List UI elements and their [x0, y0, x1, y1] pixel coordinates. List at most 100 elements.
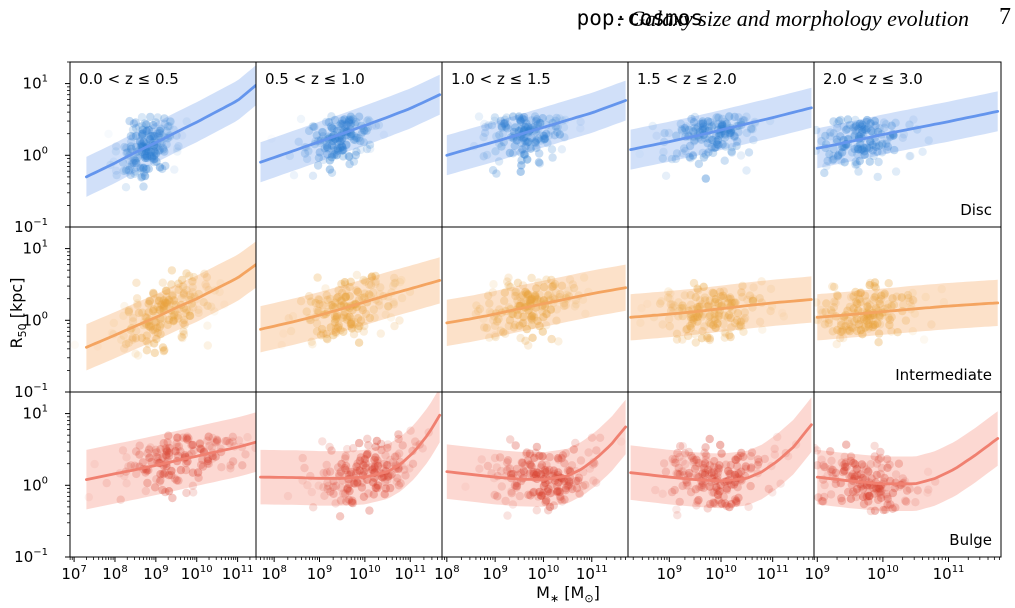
data-point [557, 281, 567, 290]
data-point [151, 118, 160, 127]
data-point [856, 146, 865, 155]
data-point [851, 287, 860, 297]
data-point [294, 137, 303, 146]
data-point [736, 322, 746, 331]
data-point [342, 120, 351, 129]
data-point [868, 140, 877, 150]
data-point [902, 486, 912, 495]
data-point [862, 465, 871, 474]
data-point [538, 489, 548, 498]
data-point [210, 438, 220, 447]
data-point [836, 321, 846, 330]
data-point [132, 326, 141, 335]
data-point [331, 481, 341, 491]
data-point [337, 459, 346, 469]
data-point [365, 506, 374, 515]
data-point [838, 326, 847, 335]
data-point [153, 453, 163, 462]
data-point [900, 496, 910, 505]
panel-disc-0 [85, 65, 256, 197]
data-point [713, 314, 722, 323]
data-point [820, 480, 829, 490]
data-point [567, 482, 576, 491]
data-point [529, 487, 539, 497]
data-point [144, 299, 153, 308]
data-point [185, 307, 194, 316]
data-point [741, 462, 750, 471]
data-point [693, 317, 702, 326]
data-point [833, 152, 842, 161]
data-point [131, 131, 141, 141]
data-point [698, 117, 707, 126]
data-point [522, 449, 531, 459]
data-point [727, 148, 737, 157]
data-point [370, 463, 379, 472]
data-point [560, 495, 569, 504]
data-point [730, 298, 739, 307]
data-point [349, 444, 358, 453]
data-point [535, 290, 544, 299]
data-point [686, 312, 695, 322]
data-point [153, 302, 162, 312]
data-point [383, 443, 392, 452]
data-point [665, 322, 674, 331]
data-point [104, 129, 113, 139]
data-point [726, 469, 735, 478]
data-point [755, 294, 764, 303]
data-point [164, 471, 174, 480]
series-line-bulge-3 [629, 423, 813, 483]
data-point [182, 459, 191, 468]
data-point [366, 280, 376, 290]
data-point [212, 438, 221, 447]
data-point [545, 465, 554, 475]
data-point [859, 462, 869, 471]
data-point [887, 312, 896, 322]
data-point [129, 119, 139, 128]
data-point [882, 136, 892, 145]
data-point [542, 467, 552, 476]
data-point [534, 134, 543, 143]
data-point [149, 288, 158, 298]
data-point [111, 147, 121, 156]
data-point [327, 122, 336, 131]
data-point [342, 470, 352, 479]
data-point [850, 123, 860, 132]
data-point [314, 153, 324, 162]
data-point [331, 324, 341, 333]
data-point [820, 320, 830, 329]
data-point [770, 444, 779, 453]
data-point [535, 487, 544, 497]
data-point [550, 131, 559, 140]
data-point [845, 302, 855, 312]
data-point [736, 320, 745, 330]
data-point [668, 303, 677, 312]
data-point [160, 300, 169, 310]
data-point [160, 345, 169, 355]
data-point [149, 157, 159, 167]
data-point [699, 122, 708, 131]
data-point [355, 321, 364, 331]
data-point [367, 272, 377, 281]
data-point [164, 487, 174, 496]
data-point [501, 329, 510, 338]
data-point [672, 335, 682, 344]
data-point [655, 299, 665, 308]
data-point [121, 167, 131, 176]
data-point [875, 124, 884, 133]
data-point [162, 298, 171, 307]
data-point [352, 286, 361, 295]
data-point [522, 289, 531, 298]
data-point [817, 136, 826, 146]
data-point [857, 482, 866, 491]
data-point [127, 162, 137, 172]
data-point [521, 137, 530, 146]
data-point [200, 269, 209, 278]
data-point [720, 156, 729, 165]
data-point [714, 463, 723, 473]
data-point [842, 125, 851, 134]
x-tick-label: 1010 [349, 564, 381, 583]
y-tick-label: 10−1 [14, 547, 48, 566]
data-point [573, 476, 583, 485]
data-point [346, 132, 355, 141]
data-point [369, 490, 378, 499]
